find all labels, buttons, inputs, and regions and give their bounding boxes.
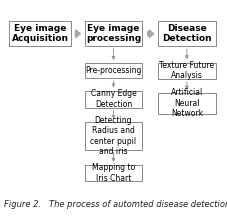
- FancyBboxPatch shape: [158, 93, 216, 114]
- FancyBboxPatch shape: [85, 63, 142, 78]
- Text: Eye image
processing: Eye image processing: [86, 24, 141, 44]
- Text: Artificial
Neural
Network: Artificial Neural Network: [171, 89, 203, 118]
- Text: Detecting
Radius and
center pupil
and iris: Detecting Radius and center pupil and ir…: [90, 116, 137, 156]
- Text: Pre-processing: Pre-processing: [85, 66, 142, 75]
- FancyBboxPatch shape: [85, 91, 142, 107]
- Text: Disease
Detection: Disease Detection: [162, 24, 212, 44]
- FancyBboxPatch shape: [158, 21, 216, 46]
- FancyBboxPatch shape: [158, 63, 216, 79]
- FancyBboxPatch shape: [85, 122, 142, 150]
- Text: Canny Edge
Detection: Canny Edge Detection: [91, 89, 136, 109]
- Text: Mapping to
Iris Chart: Mapping to Iris Chart: [92, 163, 135, 183]
- FancyBboxPatch shape: [85, 21, 142, 46]
- FancyBboxPatch shape: [85, 165, 142, 181]
- Text: Texture Future
Analysis: Texture Future Analysis: [159, 61, 215, 80]
- Text: Eye image
Acquisition: Eye image Acquisition: [12, 24, 69, 44]
- FancyBboxPatch shape: [9, 21, 71, 46]
- Text: Figure 2.   The process of automted disease detection.: Figure 2. The process of automted diseas…: [5, 200, 227, 209]
